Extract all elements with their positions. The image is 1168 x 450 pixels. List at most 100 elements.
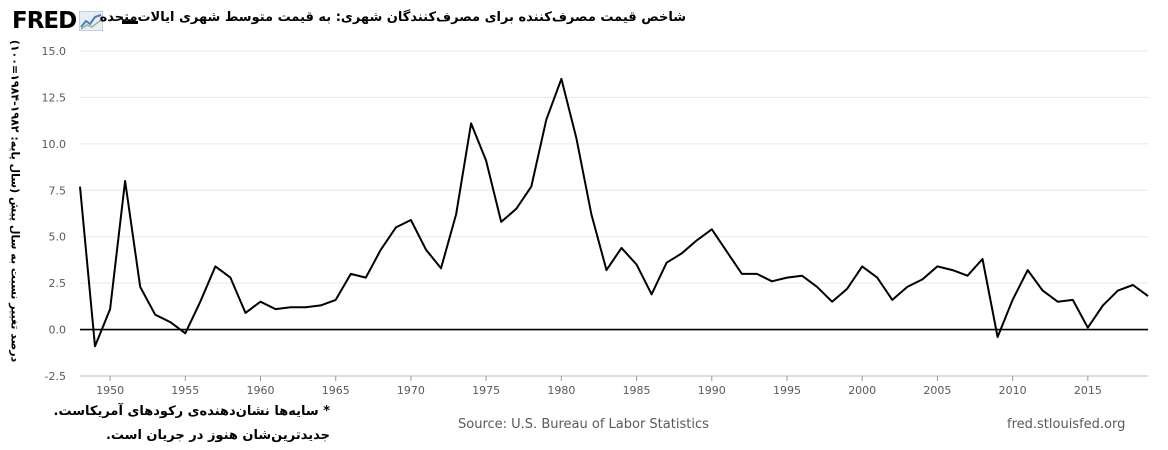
data-point [499,220,503,224]
data-point [123,179,127,183]
y-tick-label: 10.0 [42,138,67,151]
data-point [424,248,428,252]
data-point [1071,298,1075,302]
data-point [198,300,202,304]
y-tick-label: 15.0 [42,45,67,58]
data-point [951,268,955,272]
grid-lines [80,50,1148,377]
data-point [78,185,82,189]
fred-graph-icon [79,11,104,31]
data-point [213,264,217,268]
y-tick-label: 12.5 [42,91,67,104]
y-tick-label: 5.0 [49,231,67,244]
data-point [364,276,368,280]
data-point [620,246,624,250]
recession-note-line2: جدیدترین‌شان هنوز در جریان است. [105,428,330,443]
recession-note: * سایه‌ها نشان‌دهنده‌ی رکودهای آمریکاست.… [30,400,330,448]
fred-logo-text: FRED [12,8,77,34]
data-point [469,121,473,125]
data-point [138,285,142,289]
data-point [1011,298,1015,302]
data-point [905,285,909,289]
series-legend-swatch [122,21,138,24]
data-point [695,238,699,242]
fred-site-link[interactable]: fred.stlouisfed.org [1007,417,1126,432]
data-point [514,207,518,211]
recession-note-line1: * سایه‌ها نشان‌دهنده‌ی رکودهای آمریکاست. [53,404,330,419]
data-point [274,307,278,311]
data-point [574,136,578,140]
y-tick-label: -2.5 [45,370,66,383]
data-point [830,300,834,304]
x-tick-label: 1960 [247,384,275,397]
data-point [770,279,774,283]
data-point [349,272,353,276]
data-point [860,264,864,268]
x-tick-label: 1980 [547,384,575,397]
x-tick-label: 2015 [1074,384,1102,397]
source-text: Source: U.S. Bureau of Labor Statistics [458,417,709,432]
data-point [334,298,338,302]
data-point [529,185,533,189]
data-point [710,227,714,231]
data-point [650,292,654,296]
data-point [168,320,172,324]
data-point [259,300,263,304]
data-point [785,276,789,280]
data-point [1146,294,1150,298]
data-point [996,335,1000,339]
data-point [1041,289,1045,293]
data-point [1026,268,1030,272]
data-point [740,272,744,276]
data-point [1101,303,1105,307]
y-tick-label: 7.5 [49,184,67,197]
data-point [1131,283,1135,287]
x-tick-label: 1950 [96,384,124,397]
data-point [935,264,939,268]
x-tick-label: 1965 [322,384,350,397]
data-point [755,272,759,276]
data-point [454,212,458,216]
data-point [228,276,232,280]
x-tick-label: 1995 [773,384,801,397]
data-point [605,268,609,272]
x-tick-label: 1975 [472,384,500,397]
data-point [981,257,985,261]
x-tick-label: 1985 [623,384,651,397]
data-point [484,159,488,163]
data-point [244,311,248,315]
data-point [544,118,548,122]
data-point [665,261,669,265]
data-point [815,285,819,289]
data-point [875,276,879,280]
data-point [1056,300,1060,304]
chart-title: شاخص قیمت مصرف‌کننده برای مصرف‌کنندگان ش… [99,10,686,25]
y-tick-label: 0.0 [49,324,67,337]
data-point [319,303,323,307]
data-point [153,313,157,317]
data-point [725,250,729,254]
data-point [680,251,684,255]
x-tick-label: 2010 [999,384,1027,397]
line-chart[interactable]: 15.0 12.5 10.0 7.5 5.0 2.5 0.0 -2.5 1950 1955 196… [0,0,1168,400]
series-line [79,77,1149,348]
fred-logo[interactable]: FRED [12,6,104,36]
data-point [559,77,563,81]
data-point [379,248,383,252]
y-tick-label: 2.5 [49,277,67,290]
x-tick-label: 1955 [171,384,199,397]
x-tick-label: 1990 [698,384,726,397]
data-point [890,298,894,302]
data-point [93,344,97,348]
data-point [394,225,398,229]
series-group [78,77,1150,348]
x-tick-labels: 1950 1955 1960 1965 1970 1975 1980 1985 1990 1995… [96,376,1102,397]
data-point [845,287,849,291]
data-point [1086,326,1090,330]
x-tick-label: 1970 [397,384,425,397]
data-point [1116,289,1120,293]
x-tick-label: 2000 [848,384,876,397]
data-point [589,212,593,216]
chart-header: FRED شاخص قیمت مصرف‌کننده برای مصرف‌کنند… [0,0,1168,44]
data-point [439,266,443,270]
